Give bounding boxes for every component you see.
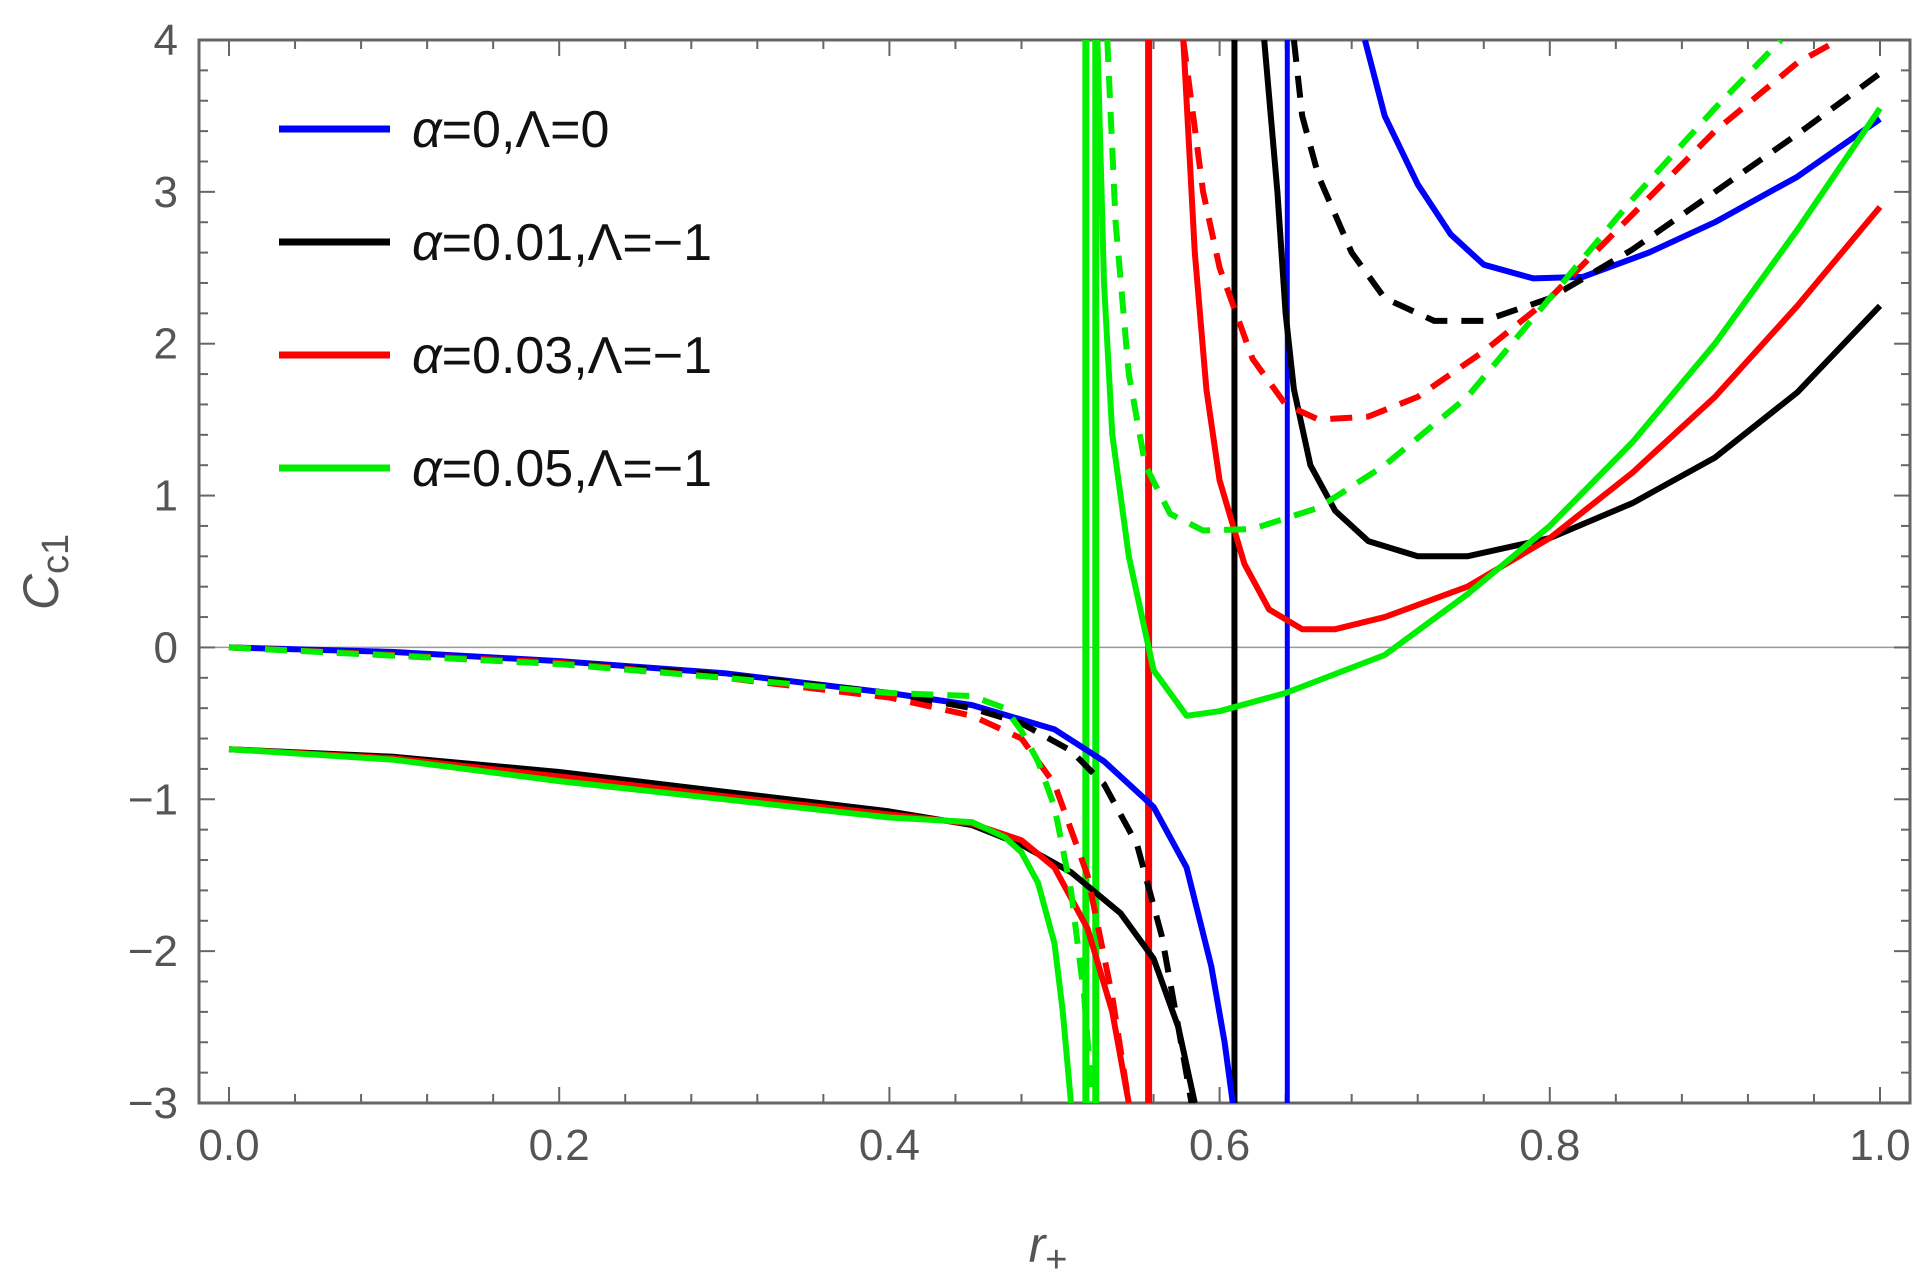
series-line — [1094, 40, 1883, 719]
legend-params: =0.01,Λ=−1 — [442, 214, 712, 272]
legend-params: =0.03,Λ=−1 — [442, 327, 712, 385]
legend-params: =0.05,Λ=−1 — [442, 440, 712, 498]
series-lines — [228, 40, 1883, 1103]
x-tick-label: 0.4 — [859, 1121, 920, 1170]
y-tick-label: 0 — [154, 623, 178, 672]
y-tick-label: 3 — [154, 168, 178, 217]
series-line — [228, 746, 1074, 1103]
legend-label: α=0.01,Λ=−1 — [412, 214, 712, 272]
series-line — [1180, 40, 1841, 423]
y-tick-label: 2 — [154, 320, 178, 369]
x-axis-label-main: r — [1029, 1217, 1048, 1273]
legend-alpha: α — [412, 214, 443, 272]
series-line — [1361, 40, 1882, 282]
y-axis-label-main: C — [13, 573, 69, 610]
x-tick-label: 0.2 — [529, 1121, 590, 1170]
series-line — [228, 746, 1132, 1103]
x-axis-label-sub: + — [1045, 1239, 1067, 1281]
series-line — [1180, 40, 1883, 633]
axis-ticks — [199, 39, 1910, 1104]
x-axis-label: r+ — [1029, 1217, 1068, 1281]
x-tick-label: 0.0 — [198, 1121, 259, 1170]
y-tick-label: 4 — [154, 16, 178, 65]
x-tick-label: 0.6 — [1189, 1121, 1250, 1170]
series-line — [228, 644, 1236, 1103]
series-line — [1261, 40, 1883, 560]
legend: α=0,Λ=0α=0.01,Λ=−1α=0.03,Λ=−1α=0.05,Λ=−1 — [279, 101, 712, 498]
legend-params: =0,Λ=0 — [442, 101, 610, 159]
y-tick-label: −2 — [128, 927, 178, 976]
legend-alpha: α — [412, 101, 443, 159]
y-tick-label: −3 — [128, 1079, 178, 1128]
series-line — [228, 644, 1096, 1103]
y-tick-label: −1 — [128, 775, 178, 824]
legend-label: α=0.05,Λ=−1 — [412, 440, 712, 498]
legend-label: α=0.03,Λ=−1 — [412, 327, 712, 385]
tick-labels: 0.0 0.2 0.4 0.6 0.8 1.0 −3 −2 −1 0 1 2 3 4 — [128, 16, 1911, 1170]
legend-alpha: α — [412, 440, 443, 498]
y-axis-label-sub: c1 — [35, 534, 77, 574]
series-line — [228, 644, 1195, 1103]
legend-label: α=0,Λ=0 — [412, 101, 609, 159]
series-line — [1290, 40, 1882, 324]
y-axis-label: Cc1 — [13, 534, 77, 610]
x-tick-label: 1.0 — [1849, 1121, 1910, 1170]
plot-frame — [197, 38, 1912, 1105]
legend-alpha: α — [412, 327, 443, 385]
series-line — [1104, 40, 1784, 534]
x-tick-label: 0.8 — [1519, 1121, 1580, 1170]
y-tick-label: 1 — [154, 472, 178, 521]
